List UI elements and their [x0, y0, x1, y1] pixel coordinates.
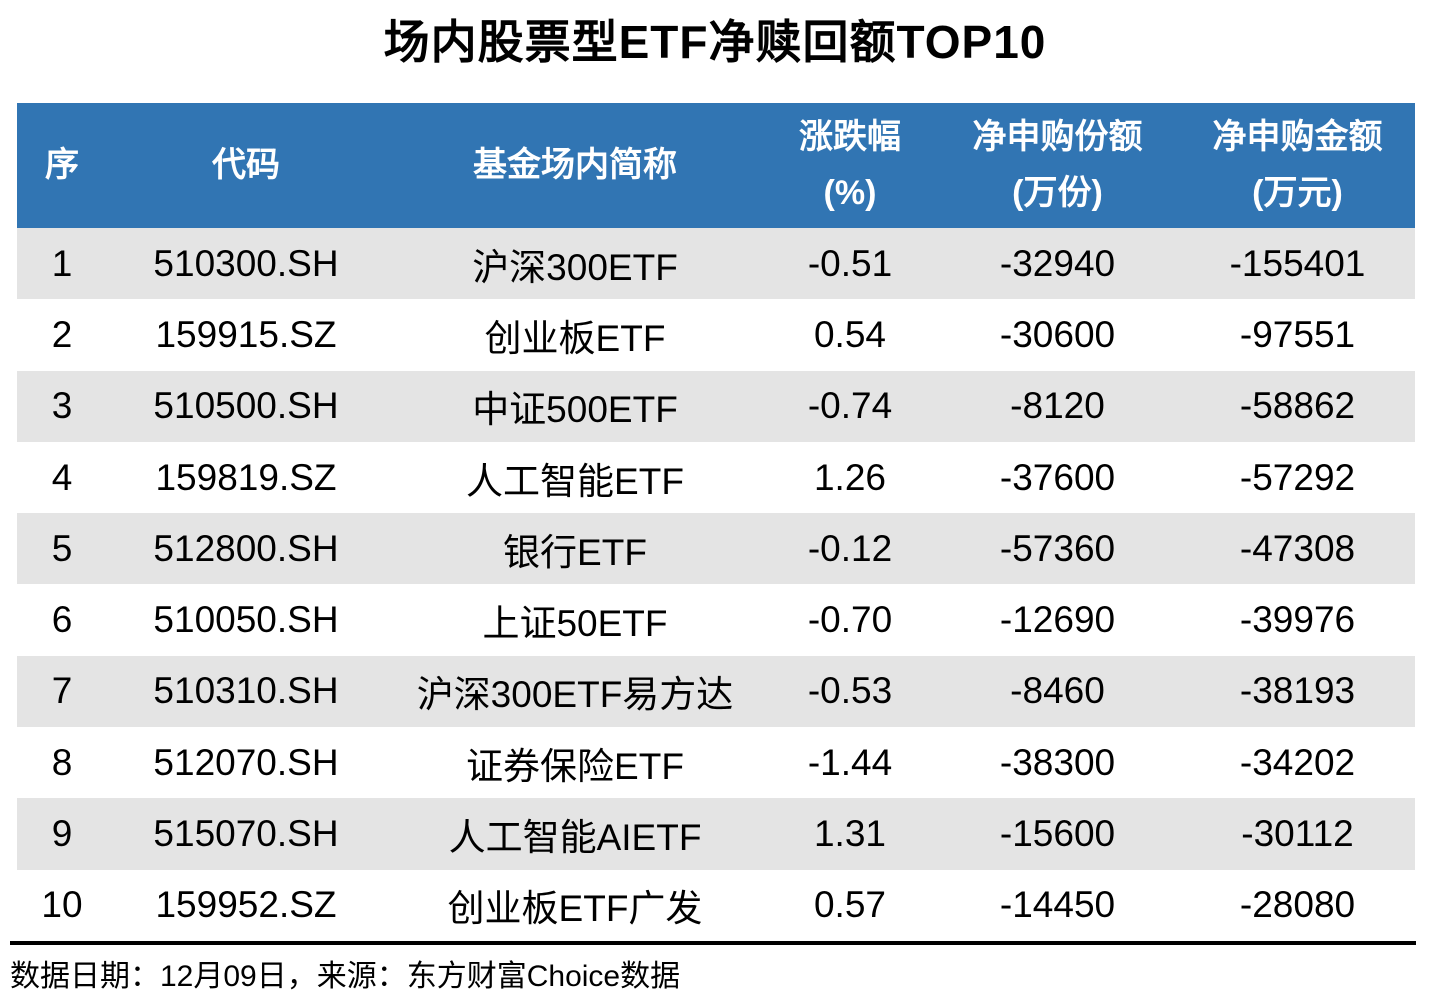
table-body: 1 510300.SH 沪深300ETF -0.51 -32940 -15540…	[17, 228, 1415, 941]
cell-net-amount: -38193	[1180, 655, 1415, 728]
cell-fund-name: 证券保险ETF	[385, 727, 765, 799]
col-header-change-pct-unit: (%)	[823, 173, 877, 212]
cell-net-amount: -57292	[1180, 441, 1415, 514]
page-title: 场内股票型ETF净赎回额TOP10	[383, 16, 1047, 68]
cell-net-amount: -97551	[1180, 299, 1415, 371]
cell-fund-name: 人工智能ETF	[385, 441, 765, 514]
cell-change-pct: -0.74	[765, 370, 935, 442]
cell-net-shares: -57360	[935, 513, 1180, 585]
cell-code: 510500.SH	[107, 370, 385, 442]
cell-net-shares: -37600	[935, 441, 1180, 514]
col-header-net-amount: 净申购金额 (万元)	[1180, 103, 1415, 228]
cell-code: 159819.SZ	[107, 441, 385, 514]
cell-change-pct: -0.53	[765, 655, 935, 728]
table-row: 9 515070.SH 人工智能AIETF 1.31 -15600 -30112	[17, 798, 1415, 870]
table-row: 7 510310.SH 沪深300ETF易方达 -0.53 -8460 -381…	[17, 655, 1415, 728]
col-header-fund-name: 基金场内简称	[385, 103, 765, 228]
table-row: 1 510300.SH 沪深300ETF -0.51 -32940 -15540…	[17, 228, 1415, 300]
col-header-seq: 序	[17, 103, 107, 228]
cell-change-pct: 1.26	[765, 441, 935, 514]
cell-net-amount: -39976	[1180, 584, 1415, 656]
cell-change-pct: -1.44	[765, 727, 935, 799]
table-header: 序 代码 基金场内简称 涨跌幅 (%) 净申购份额 (万份) 净申购金额	[17, 103, 1415, 228]
cell-net-shares: -32940	[935, 228, 1180, 300]
cell-fund-name: 创业板ETF广发	[385, 869, 765, 941]
etf-redemption-table: 序 代码 基金场内简称 涨跌幅 (%) 净申购份额 (万份) 净申购金额	[17, 103, 1415, 941]
table-row: 6 510050.SH 上证50ETF -0.70 -12690 -39976	[17, 584, 1415, 656]
cell-change-pct: 0.57	[765, 869, 935, 941]
cell-net-shares: -8120	[935, 370, 1180, 442]
cell-net-amount: -47308	[1180, 513, 1415, 585]
col-header-code-label: 代码	[212, 145, 280, 184]
cell-code: 510300.SH	[107, 228, 385, 300]
col-header-change-pct-label: 涨跌幅	[799, 118, 901, 157]
cell-net-shares: -8460	[935, 655, 1180, 728]
cell-fund-name: 人工智能AIETF	[385, 798, 765, 870]
footer-divider	[10, 941, 1416, 945]
col-header-fund-name-label: 基金场内简称	[473, 145, 677, 184]
cell-fund-name: 沪深300ETF易方达	[385, 655, 765, 728]
col-header-seq-label: 序	[45, 145, 79, 184]
cell-fund-name: 创业板ETF	[385, 299, 765, 371]
table-row: 2 159915.SZ 创业板ETF 0.54 -30600 -97551	[17, 299, 1415, 371]
table-row: 8 512070.SH 证券保险ETF -1.44 -38300 -34202	[17, 727, 1415, 799]
cell-net-amount: -34202	[1180, 727, 1415, 799]
cell-code: 159915.SZ	[107, 299, 385, 371]
cell-code: 512070.SH	[107, 727, 385, 799]
col-header-net-shares-label: 净申购份额	[972, 118, 1143, 157]
col-header-net-shares: 净申购份额 (万份)	[935, 103, 1180, 228]
cell-net-amount: -28080	[1180, 869, 1415, 941]
cell-seq: 8	[17, 727, 107, 799]
cell-net-amount: -155401	[1180, 228, 1415, 300]
cell-net-shares: -38300	[935, 727, 1180, 799]
table-row: 5 512800.SH 银行ETF -0.12 -57360 -47308	[17, 513, 1415, 585]
cell-seq: 2	[17, 299, 107, 371]
cell-fund-name: 上证50ETF	[385, 584, 765, 656]
table-row: 10 159952.SZ 创业板ETF广发 0.57 -14450 -28080	[17, 869, 1415, 941]
cell-seq: 5	[17, 513, 107, 585]
cell-net-amount: -30112	[1180, 798, 1415, 870]
col-header-net-amount-unit: (万元)	[1252, 173, 1343, 212]
cell-change-pct: 0.54	[765, 299, 935, 371]
cell-fund-name: 沪深300ETF	[385, 228, 765, 300]
cell-fund-name: 银行ETF	[385, 513, 765, 585]
cell-change-pct: 1.31	[765, 798, 935, 870]
cell-seq: 1	[17, 228, 107, 300]
cell-seq: 6	[17, 584, 107, 656]
cell-code: 510050.SH	[107, 584, 385, 656]
cell-seq: 3	[17, 370, 107, 442]
cell-net-amount: -58862	[1180, 370, 1415, 442]
data-source-note: 数据日期：12月09日，来源：东方财富Choice数据	[10, 960, 681, 993]
cell-net-shares: -14450	[935, 869, 1180, 941]
cell-seq: 9	[17, 798, 107, 870]
cell-net-shares: -30600	[935, 299, 1180, 371]
cell-seq: 4	[17, 441, 107, 514]
cell-code: 510310.SH	[107, 655, 385, 728]
cell-net-shares: -15600	[935, 798, 1180, 870]
col-header-code: 代码	[107, 103, 385, 228]
cell-change-pct: -0.70	[765, 584, 935, 656]
cell-change-pct: -0.51	[765, 228, 935, 300]
table-row: 3 510500.SH 中证500ETF -0.74 -8120 -58862	[17, 370, 1415, 442]
cell-seq: 7	[17, 655, 107, 728]
cell-fund-name: 中证500ETF	[385, 370, 765, 442]
header-row: 序 代码 基金场内简称 涨跌幅 (%) 净申购份额 (万份) 净申购金额	[17, 103, 1415, 228]
cell-code: 512800.SH	[107, 513, 385, 585]
cell-change-pct: -0.12	[765, 513, 935, 585]
col-header-net-shares-unit: (万份)	[1012, 173, 1103, 212]
cell-code: 159952.SZ	[107, 869, 385, 941]
col-header-net-amount-label: 净申购金额	[1212, 118, 1383, 157]
cell-code: 515070.SH	[107, 798, 385, 870]
cell-net-shares: -12690	[935, 584, 1180, 656]
cell-seq: 10	[17, 869, 107, 941]
table-row: 4 159819.SZ 人工智能ETF 1.26 -37600 -57292	[17, 441, 1415, 514]
col-header-change-pct: 涨跌幅 (%)	[765, 103, 935, 228]
